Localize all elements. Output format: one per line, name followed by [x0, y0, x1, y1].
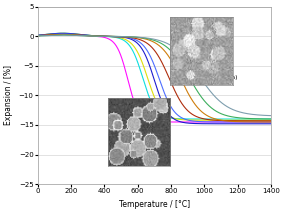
- X-axis label: Temperature / [°C]: Temperature / [°C]: [119, 200, 190, 209]
- Y-axis label: Expansion / [%]: Expansion / [%]: [4, 65, 13, 125]
- Text: Ag 소재: Ag 소재: [125, 161, 142, 166]
- Text: LTCC (0.1μm): LTCC (0.1μm): [186, 59, 237, 80]
